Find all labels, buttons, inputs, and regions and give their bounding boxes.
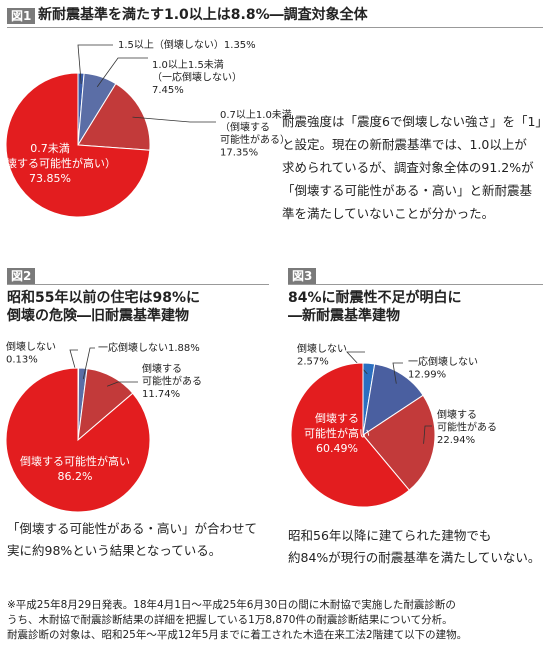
fig3-title-line: 84%に耐震性不足が明白に (288, 290, 462, 306)
fig3-title: 84%に耐震性不足が明白に ―新耐震基準建物 (288, 289, 462, 325)
pie1-slice-2 (77, 83, 151, 151)
pie3-label-3: 倒壊する可能性が高い 60.49% (304, 412, 370, 455)
pie1-label-0: 1.5以上（倒壊しない）1.35% (118, 39, 256, 51)
pie3-slice-1 (362, 363, 424, 437)
pie1-label-3: 0.7未満（倒壊する可能性が高い）73.85% (0, 142, 116, 185)
fig2-title-line: 倒壊の危険―旧耐震基準建物 (7, 308, 189, 324)
fig1-desc-line: 準を満たしていないことが分かった。 (282, 206, 495, 221)
pie3-leader-2 (423, 425, 432, 444)
fig1-rule (7, 27, 543, 28)
fig3-caption-line: 昭和56年以降に建てられた建物でも (288, 528, 492, 543)
fig3-title-line: ―新耐震基準建物 (288, 308, 400, 324)
fig2-rule (7, 284, 269, 285)
fig1-description: 耐震強度は「震度6で倒壊しない強さ」を「1」 と設定。現在の新耐震基準では、1.… (282, 110, 548, 225)
fig3-rule (288, 284, 543, 285)
pie2-leader-2 (106, 381, 138, 387)
fig2-title-line: 昭和55年以前の住宅は98%に (7, 290, 200, 306)
footnote: ※平成25年8月29日発表。18年4月1日～平成25年6月30日の間に木耐協で実… (7, 598, 547, 643)
footnote-line: ※平成25年8月29日発表。18年4月1日～平成25年6月30日の間に木耐協で実… (7, 599, 456, 611)
fig1-desc-line: 耐震強度は「震度6で倒壊しない強さ」を「1」 (282, 114, 548, 129)
footnote-line: うち、木耐協で耐震診断結果の詳細を把握している1万8,870件の耐震診断結果につ… (7, 614, 453, 626)
pie-chart-2: 倒壊しない 0.13% 一応倒壊しない1.88% 倒壊する可能性がある 11.74% 倒壊… (5, 341, 202, 513)
pie-chart-1: 1.5以上（倒壊しない）1.35% 1.0以上1.5未満（一応倒壊しない） 7.45… (0, 39, 292, 218)
pie-chart-3: 倒壊しない 2.57% 一応倒壊しない 12.99% 倒壊する可能性がある 22.94% 倒… (290, 343, 497, 508)
fig2-tag: 図2 (7, 268, 36, 284)
fig3-tag: 図3 (288, 268, 317, 284)
pie2-slice-3 (5, 367, 151, 513)
pie3-leader-1 (392, 362, 403, 384)
fig1-title: 新耐震基準を満たす1.0以上は8.8%―調査対象全体 (38, 7, 368, 23)
fig1-desc-line: 求められているが、調査対象全体の91.2%が (282, 160, 534, 175)
pie3-slice-3 (290, 362, 410, 508)
pie1-slice-3 (5, 72, 151, 218)
fig2-caption: 「倒壊する可能性がある・高い」が合わせて 実に約98%という結果となっている。 (7, 518, 277, 562)
pie1-label-2: 0.7以上1.0未満（倒壊する可能性がある） 17.35% (220, 109, 292, 159)
pie3-label-1: 一応倒壊しない 12.99% (408, 355, 478, 381)
fig2-caption-line: 実に約98%という結果となっている。 (7, 543, 222, 558)
pie3-slice-2 (362, 394, 436, 491)
pie2-label-3: 倒壊する可能性が高い 86.2% (20, 454, 130, 483)
pie1-leader-1 (96, 57, 148, 88)
pie2-label-0: 倒壊しない 0.13% (6, 341, 56, 366)
fig1-tag: 図1 (7, 8, 36, 24)
pie1-leader-2 (132, 116, 216, 123)
fig1-desc-line: 「倒壊する可能性がある・高い」と新耐震基 (282, 183, 533, 198)
pie2-label-1: 一応倒壊しない1.88% (98, 341, 200, 354)
pie1-leader-0 (77, 44, 113, 84)
fig1-desc-line: と設定。現在の新耐震基準では、1.0以上が (282, 137, 527, 152)
pie2-label-2: 倒壊する可能性がある 11.74% (142, 363, 202, 400)
fig3-caption: 昭和56年以降に建てられた建物でも 約84%が現行の耐震基準を満たしていない。 (288, 525, 548, 569)
fig2-caption-line: 「倒壊する可能性がある・高い」が合わせて (7, 521, 258, 536)
footnote-line: 耐震診断の対象は、昭和25年～平成12年5月までに着工された木造在来工法2階建て… (7, 629, 468, 641)
pie1-label-1: 1.0以上1.5未満（一応倒壊しない） 7.45% (152, 59, 242, 96)
pie2-leader-1 (82, 347, 95, 380)
pie3-label-0: 倒壊しない 2.57% (297, 343, 347, 368)
pie3-label-2: 倒壊する可能性がある 22.94% (437, 409, 497, 446)
fig3-caption-line: 約84%が現行の耐震基準を満たしていない。 (288, 550, 541, 565)
fig2-title: 昭和55年以前の住宅は98%に 倒壊の危険―旧耐震基準建物 (7, 289, 200, 325)
